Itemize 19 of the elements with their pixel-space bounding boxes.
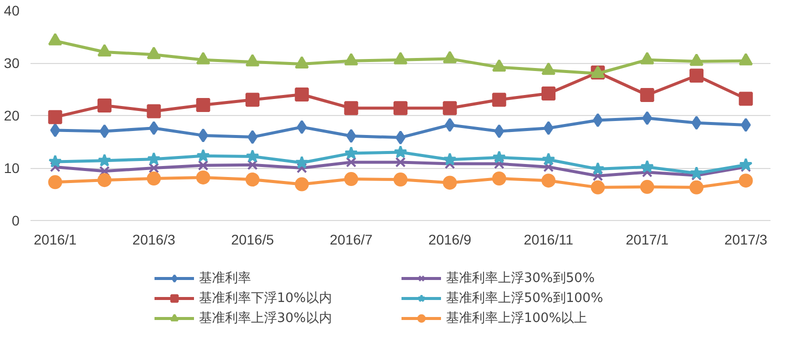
x-tick-label: 2016/11: [524, 232, 574, 248]
legend-label: 基准利率下浮10%以内: [199, 290, 333, 306]
x-tick-label: 2016/9: [428, 232, 472, 248]
legend-label: 基准利率: [199, 270, 252, 286]
x-tick-label: 2016/3: [132, 232, 176, 248]
y-tick-label: 10: [4, 160, 20, 176]
x-tick-label: 2017/1: [626, 232, 669, 248]
x-tick-label: 2017/3: [724, 232, 768, 248]
x-tick-label: 2016/1: [34, 232, 77, 248]
y-tick-label: 30: [4, 55, 20, 71]
y-tick-label: 40: [4, 2, 20, 18]
legend-label: 基准利率上浮100%以上: [446, 310, 588, 326]
x-tick-label: 2016/7: [330, 232, 373, 248]
legend-label: 基准利率上浮30%到50%: [446, 270, 596, 286]
y-tick-label: 20: [4, 108, 20, 124]
x-tick-label: 2016/5: [231, 232, 274, 248]
legend-label: 基准利率上浮50%到100%: [446, 290, 604, 306]
legend-label: 基准利率上浮30%以内: [199, 310, 333, 326]
y-tick-label: 0: [12, 212, 20, 228]
